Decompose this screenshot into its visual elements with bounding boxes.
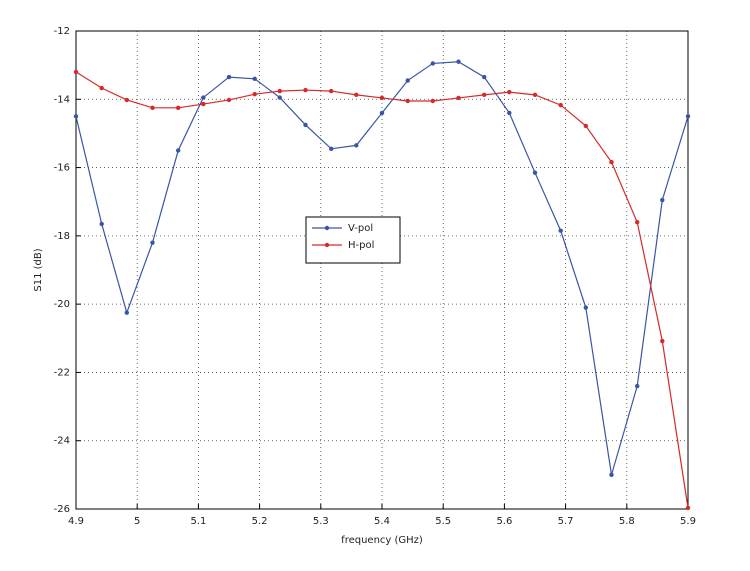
data-point bbox=[354, 92, 359, 98]
data-point bbox=[277, 88, 282, 94]
data-point bbox=[124, 310, 129, 315]
legend-label: H-pol bbox=[348, 240, 374, 251]
data-point bbox=[685, 505, 691, 511]
data-point bbox=[303, 87, 308, 93]
y-tick-label: -14 bbox=[54, 94, 70, 105]
y-axis-label: S11 (dB) bbox=[33, 248, 44, 291]
data-point bbox=[150, 105, 155, 111]
data-point bbox=[176, 105, 181, 111]
plot-frame bbox=[75, 30, 689, 510]
x-tick-label: 5.9 bbox=[680, 516, 696, 527]
data-point bbox=[507, 110, 512, 116]
data-point bbox=[507, 89, 512, 95]
data-point bbox=[99, 85, 104, 91]
data-point bbox=[405, 98, 410, 104]
data-point bbox=[226, 74, 232, 80]
data-point bbox=[226, 97, 232, 103]
y-tick-label: -22 bbox=[54, 367, 70, 378]
x-tick-label: 5.8 bbox=[619, 516, 635, 527]
y-tick-label: -26 bbox=[54, 504, 70, 515]
x-tick-label: 5.4 bbox=[374, 516, 390, 527]
y-tick-label: -24 bbox=[54, 436, 70, 447]
x-tick-label: 5.1 bbox=[190, 516, 206, 527]
data-point bbox=[558, 228, 563, 233]
y-tick-label: -20 bbox=[54, 299, 70, 310]
data-point bbox=[635, 383, 640, 389]
data-point bbox=[609, 159, 614, 165]
legend-label: V-pol bbox=[348, 223, 373, 234]
x-tick-label: 5.5 bbox=[435, 516, 451, 527]
data-point bbox=[583, 123, 588, 129]
data-point bbox=[405, 78, 410, 83]
data-point bbox=[532, 170, 538, 175]
data-point bbox=[430, 61, 435, 66]
data-point bbox=[635, 220, 640, 225]
data-point bbox=[150, 240, 155, 245]
data-point bbox=[201, 101, 206, 107]
data-point bbox=[685, 114, 691, 119]
data-point bbox=[482, 92, 487, 98]
legend-marker bbox=[324, 225, 330, 231]
data-point bbox=[201, 95, 206, 100]
legend: V-pol H-pol bbox=[305, 216, 401, 264]
data-point bbox=[99, 221, 104, 227]
y-tick-label: -18 bbox=[54, 231, 70, 242]
data-point bbox=[176, 148, 181, 153]
data-point bbox=[124, 97, 129, 103]
y-tick-label: -12 bbox=[54, 26, 70, 37]
series-line bbox=[75, 71, 689, 509]
data-point bbox=[583, 305, 588, 310]
data-point bbox=[558, 102, 563, 108]
data-point bbox=[660, 338, 665, 344]
y-tick-label: -16 bbox=[54, 163, 70, 174]
data-point bbox=[354, 143, 359, 148]
data-point bbox=[456, 59, 461, 64]
data-point bbox=[456, 95, 461, 101]
data-point bbox=[277, 95, 282, 100]
x-tick-label: 5.2 bbox=[252, 516, 268, 527]
data-point bbox=[430, 98, 435, 104]
data-point bbox=[482, 74, 487, 80]
data-point bbox=[660, 197, 665, 203]
data-point bbox=[252, 91, 257, 97]
data-point bbox=[379, 95, 385, 101]
data-point bbox=[609, 472, 614, 478]
x-tick-label: 5.7 bbox=[558, 516, 574, 527]
data-point bbox=[73, 114, 79, 119]
x-axis-label: frequency (GHz) bbox=[341, 535, 423, 546]
data-point bbox=[532, 92, 538, 98]
data-point bbox=[73, 69, 79, 75]
data-point bbox=[329, 146, 334, 151]
x-tick-label: 4.9 bbox=[68, 516, 84, 527]
data-point bbox=[252, 76, 257, 82]
data-point bbox=[379, 110, 385, 116]
x-tick-label: 5 bbox=[134, 516, 140, 527]
data-point bbox=[329, 88, 334, 94]
legend-marker bbox=[324, 242, 330, 248]
data-point bbox=[303, 122, 308, 128]
x-tick-label: 5.6 bbox=[496, 516, 512, 527]
legend-box bbox=[305, 216, 401, 264]
x-tick-label: 5.3 bbox=[313, 516, 329, 527]
